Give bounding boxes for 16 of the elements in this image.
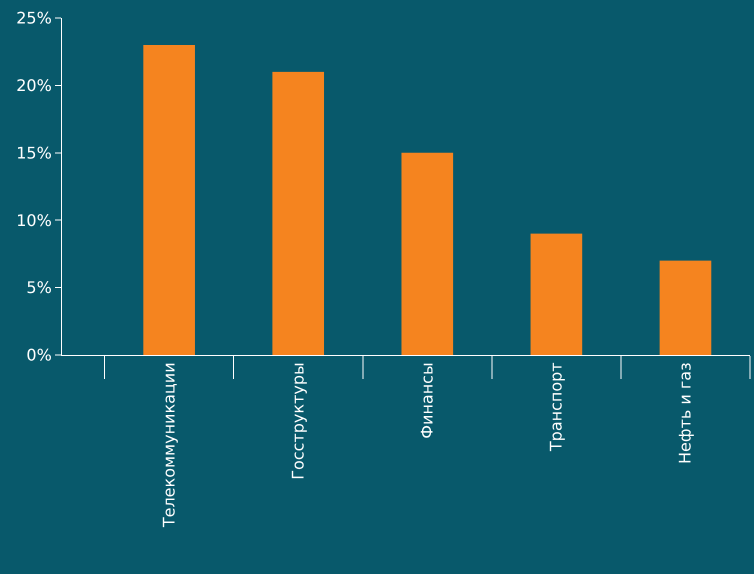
x-tick-label: Госструктуры xyxy=(288,362,308,480)
bar xyxy=(272,72,324,355)
x-tick-label: Финансы xyxy=(418,362,436,439)
bar xyxy=(143,44,195,355)
x-tick-label: Нефть и газ xyxy=(676,362,695,464)
y-tick-label: 5% xyxy=(26,278,52,298)
x-tick-label: Телекоммуникации xyxy=(159,362,178,528)
x-tick-label: Транспорт xyxy=(546,362,566,452)
y-tick-label: 25% xyxy=(16,8,52,28)
bar xyxy=(401,152,454,355)
y-tick-label: 15% xyxy=(16,143,52,162)
bar xyxy=(530,234,582,355)
y-tick-label: 10% xyxy=(16,210,52,230)
y-tick-label: 20% xyxy=(16,76,52,95)
bar xyxy=(660,260,712,355)
y-tick-label: 0% xyxy=(26,346,52,365)
